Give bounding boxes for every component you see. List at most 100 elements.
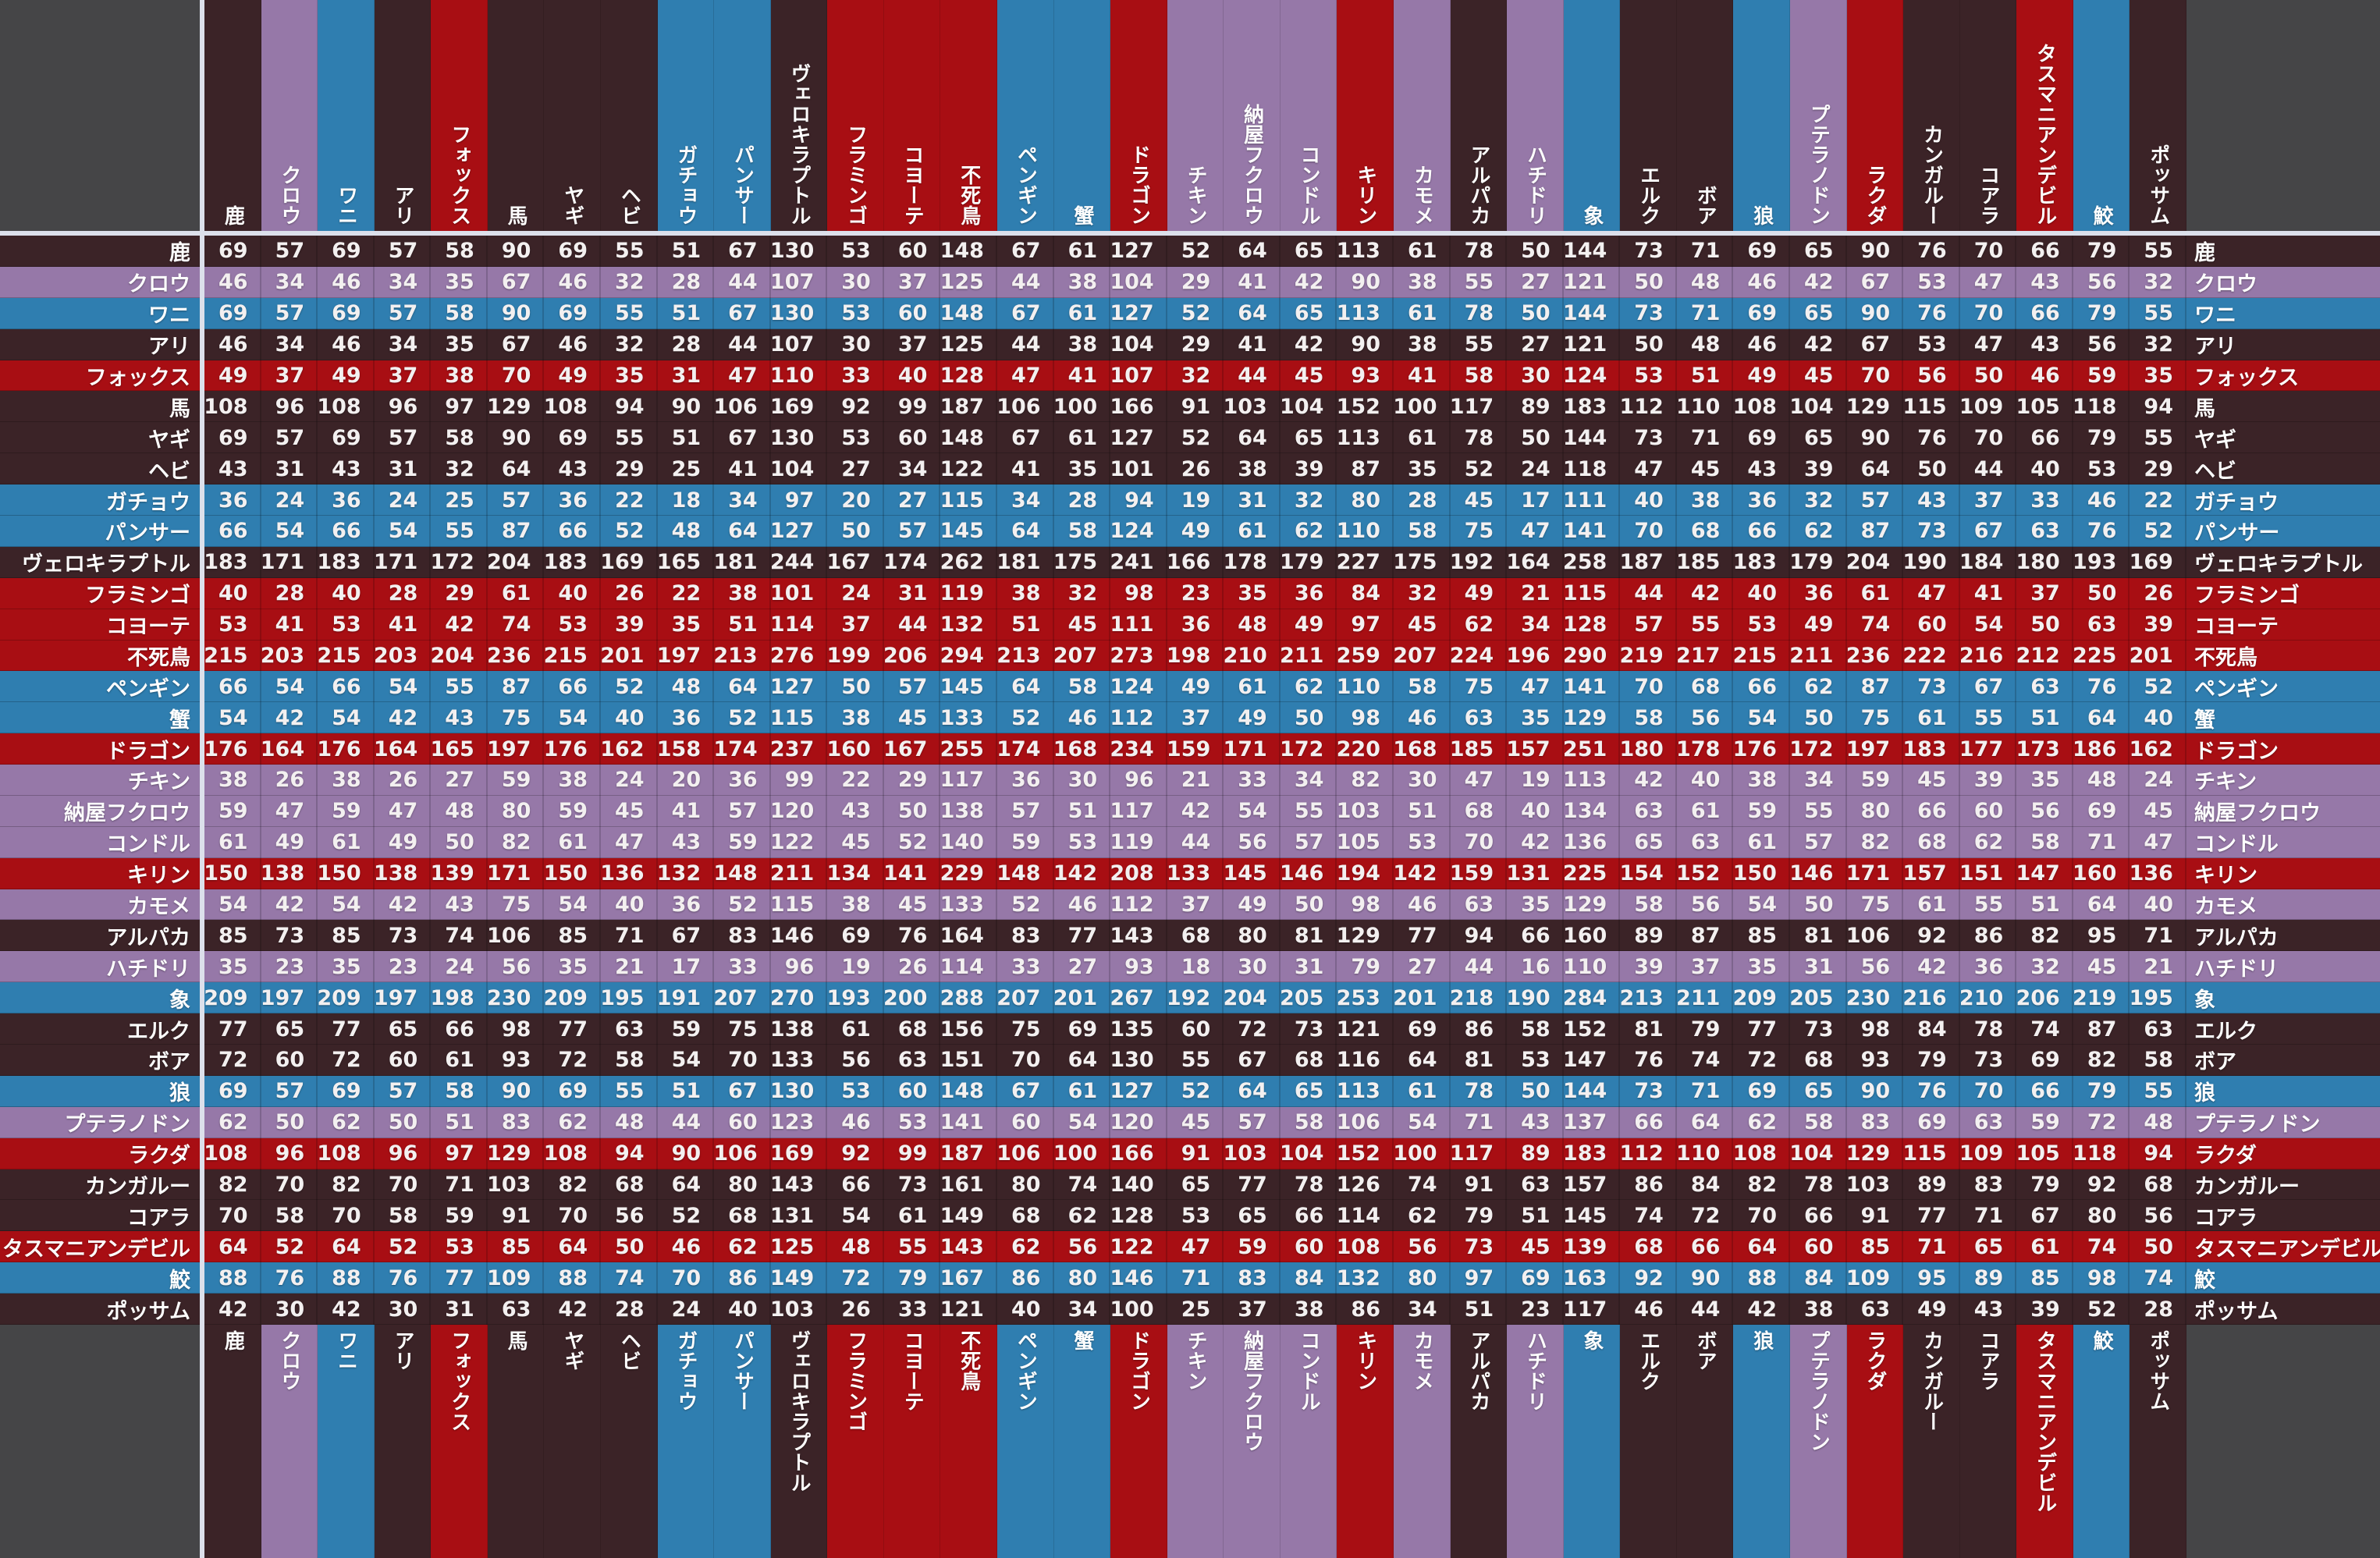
matrix-cell: 183 <box>544 546 601 578</box>
matrix-cell: 47 <box>1903 577 1960 609</box>
matrix-cell: 209 <box>544 982 601 1014</box>
matrix-cell: 154 <box>1620 857 1677 889</box>
corner-bottom-right <box>2186 1325 2380 1558</box>
matrix-cell: 206 <box>2016 982 2073 1014</box>
matrix-cell: 213 <box>996 640 1054 672</box>
matrix-cell: 28 <box>1393 484 1451 516</box>
matrix-cell: 44 <box>883 609 941 641</box>
matrix-cell: 47 <box>1959 328 2017 360</box>
matrix-cell: 93 <box>487 1045 545 1076</box>
matrix-cell: 80 <box>996 1169 1054 1201</box>
matrix-cell: 100 <box>1393 391 1451 423</box>
matrix-cell: 66 <box>544 515 601 547</box>
matrix-cell: 157 <box>1507 733 1564 765</box>
matrix-cell: 23 <box>1507 1294 1564 1325</box>
matrix-cell: 57 <box>374 236 432 267</box>
vertical-separator <box>200 889 204 921</box>
matrix-cell: 60 <box>883 422 941 454</box>
matrix-cell: 66 <box>2016 236 2073 267</box>
matrix-cell: 80 <box>1393 1262 1451 1294</box>
matrix-cell: 34 <box>1393 1294 1451 1325</box>
matrix-cell: 43 <box>827 795 884 827</box>
matrix-cell: 192 <box>1450 546 1508 578</box>
column-header-bottom: 蟹 <box>1053 1325 1111 1558</box>
matrix-cell: 25 <box>657 453 715 485</box>
matrix-cell: 183 <box>1563 391 1621 423</box>
matrix-cell: 215 <box>544 640 601 672</box>
matrix-cell: 27 <box>1507 266 1564 298</box>
matrix-cell: 219 <box>2073 982 2130 1014</box>
matrix-cell: 172 <box>1789 733 1847 765</box>
matrix-cell: 89 <box>1507 1137 1564 1169</box>
matrix-cell: 50 <box>431 826 488 858</box>
matrix-cell: 37 <box>1676 951 1734 983</box>
matrix-cell: 150 <box>318 857 375 889</box>
matrix-cell: 24 <box>2130 765 2186 796</box>
matrix-cell: 49 <box>1450 577 1508 609</box>
matrix-cell: 40 <box>2130 889 2186 921</box>
matrix-cell: 65 <box>374 1013 432 1045</box>
matrix-cell: 187 <box>940 391 997 423</box>
column-header-bottom: アリ <box>374 1325 432 1558</box>
matrix-cell: 71 <box>1676 236 1734 267</box>
matrix-cell: 41 <box>261 609 318 641</box>
matrix-cell: 70 <box>1959 1075 2017 1107</box>
matrix-cell: 150 <box>544 857 601 889</box>
matrix-cell: 69 <box>544 1075 601 1107</box>
matrix-cell: 58 <box>1620 889 1677 921</box>
matrix-cell: 61 <box>1224 671 1281 703</box>
matrix-cell: 57 <box>261 297 318 329</box>
matrix-cell: 87 <box>487 671 545 703</box>
matrix-cell: 66 <box>204 515 261 547</box>
matrix-cell: 180 <box>2016 546 2073 578</box>
matrix-cell: 26 <box>827 1294 884 1325</box>
matrix-cell: 98 <box>2073 1262 2130 1294</box>
matrix-cell: 27 <box>431 765 488 796</box>
matrix-cell: 59 <box>657 1013 715 1045</box>
matrix-cell: 73 <box>1789 1013 1847 1045</box>
matrix-cell: 22 <box>657 577 715 609</box>
matrix-cell: 157 <box>1903 857 1960 889</box>
matrix-cell: 70 <box>1450 826 1508 858</box>
matrix-cell: 94 <box>600 1137 658 1169</box>
matrix-cell: 104 <box>1280 1137 1337 1169</box>
matrix-cell: 136 <box>600 857 658 889</box>
matrix-cell: 220 <box>1337 733 1394 765</box>
matrix-cell: 117 <box>1450 1137 1508 1169</box>
matrix-cell: 124 <box>1110 671 1167 703</box>
matrix-cell: 58 <box>1450 360 1508 392</box>
matrix-cell: 79 <box>2073 236 2130 267</box>
matrix-cell: 59 <box>2073 360 2130 392</box>
matrix-cell: 52 <box>1167 422 1224 454</box>
matrix-cell: 67 <box>996 236 1054 267</box>
matrix-cell: 210 <box>1224 640 1281 672</box>
matrix-cell: 63 <box>600 1013 658 1045</box>
matrix-cell: 71 <box>1676 1075 1734 1107</box>
matrix-cell: 164 <box>261 733 318 765</box>
matrix-cell: 88 <box>1733 1262 1790 1294</box>
matrix-cell: 45 <box>1676 453 1734 485</box>
matrix-cell: 85 <box>544 920 601 952</box>
matrix-cell: 28 <box>2130 1294 2186 1325</box>
vertical-separator <box>200 328 204 360</box>
matrix-cell: 49 <box>1224 889 1281 921</box>
column-header-bottom: カンガルー <box>1903 1325 1960 1558</box>
matrix-cell: 96 <box>374 391 432 423</box>
matrix-cell: 67 <box>1959 515 2017 547</box>
matrix-cell: 29 <box>2130 453 2186 485</box>
matrix-cell: 57 <box>996 795 1054 827</box>
matrix-cell: 89 <box>1507 391 1564 423</box>
matrix-cell: 28 <box>657 328 715 360</box>
matrix-cell: 108 <box>204 1137 261 1169</box>
matrix-cell: 24 <box>1507 453 1564 485</box>
row-label-left: ポッサム <box>0 1294 200 1325</box>
matrix-cell: 71 <box>1676 297 1734 329</box>
matrix-cell: 46 <box>1393 702 1451 734</box>
matrix-cell: 71 <box>1450 1106 1508 1138</box>
matrix-cell: 160 <box>1563 920 1621 952</box>
matrix-cell: 32 <box>1393 577 1451 609</box>
matrix-cell: 36 <box>714 765 771 796</box>
matrix-cell: 46 <box>544 266 601 298</box>
matrix-cell: 113 <box>1337 297 1394 329</box>
matrix-cell: 210 <box>1959 982 2017 1014</box>
